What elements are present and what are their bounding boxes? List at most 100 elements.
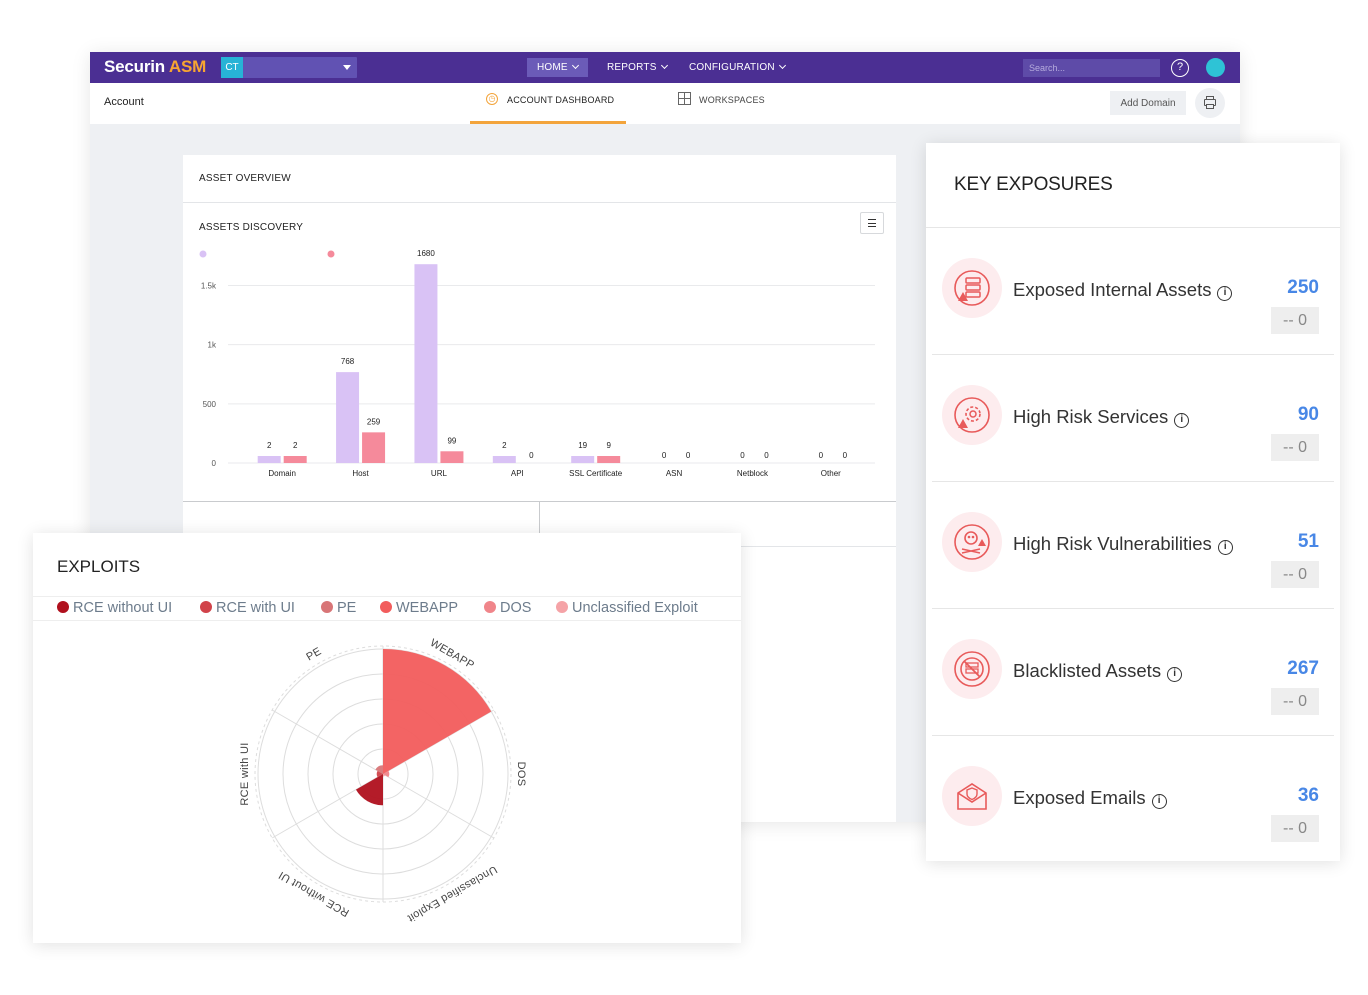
exposure-label-text: Blacklisted Assets [1013, 660, 1162, 681]
exposure-count[interactable]: 90 [1297, 404, 1319, 425]
search-input[interactable] [1023, 59, 1160, 77]
user-avatar[interactable] [1206, 58, 1225, 77]
caret-down-icon [343, 65, 351, 70]
exposed-assets-icon-svg [954, 270, 990, 306]
info-icon[interactable]: i [1217, 540, 1233, 555]
exposure-row-high-risk-vulnerabilities[interactable]: High Risk Vulnerabilities i 51 -- 0 [932, 482, 1334, 609]
grid-icon [678, 92, 691, 105]
exposure-delta: -- 0 [1271, 815, 1319, 842]
exposure-label-text: High Risk Vulnerabilities [1013, 533, 1212, 554]
nav-reports[interactable]: REPORTS [597, 58, 677, 77]
exposure-delta: -- 0 [1271, 688, 1319, 715]
info-icon[interactable]: i [1151, 794, 1167, 809]
data-label: 99 [447, 436, 456, 445]
legend-dot-series-2 [327, 250, 335, 258]
tab-account-dashboard[interactable]: ◷ ACCOUNT DASHBOARD [470, 83, 626, 124]
data-label: 2 [267, 441, 272, 450]
polar-slice-rce-without-ui [355, 774, 383, 806]
data-label: 768 [341, 357, 355, 366]
polar-axis-label: RCE without UI [277, 869, 352, 919]
bar-host [362, 432, 386, 463]
account-selector[interactable]: CT [221, 57, 357, 78]
exposure-label: High Risk Vulnerabilities i [1013, 533, 1233, 556]
exposure-count[interactable]: 250 [1287, 277, 1319, 298]
risk-services-icon-svg [954, 397, 990, 433]
polar-slice-pe [375, 765, 383, 774]
exposure-row-exposed-emails[interactable]: Exposed Emails i 36 -- 0 [932, 736, 1334, 863]
nav-configuration[interactable]: CONFIGURATION [679, 58, 795, 77]
legend-dot [57, 601, 69, 613]
tab-label: WORKSPACES [699, 95, 765, 105]
data-label: 0 [529, 451, 534, 460]
polar-slice-rce-with-ui [376, 770, 383, 778]
exposure-label: Exposed Internal Assets i [1013, 279, 1233, 302]
legend-dot-series-1 [199, 250, 207, 258]
bar-domain [257, 456, 281, 463]
legend-item-webapp[interactable]: WEBAPP [380, 600, 458, 616]
exploits-card: EXPLOITS RCE without UI RCE with UI PE W… [33, 533, 741, 943]
blacklist-icon [942, 639, 1002, 699]
exposure-label-text: Exposed Internal Assets [1013, 279, 1212, 300]
polar-spoke [271, 773, 384, 839]
divider [33, 596, 741, 597]
vulnerability-icon-svg [954, 524, 990, 560]
legend-label: DOS [500, 600, 532, 616]
legend-label: RCE with UI [216, 600, 295, 616]
exposure-row-high-risk-services[interactable]: High Risk Services i 90 -- 0 [932, 355, 1334, 482]
menu-icon-line [868, 222, 876, 224]
divider [539, 502, 540, 542]
exposure-count[interactable]: 51 [1297, 531, 1319, 552]
info-icon[interactable]: i [1174, 413, 1190, 428]
exposure-delta: -- 0 [1271, 561, 1319, 588]
chevron-down-icon [571, 61, 579, 70]
polar-spoke [271, 709, 384, 775]
printer-icon-top [1206, 96, 1214, 100]
x-tick-label: Host [352, 469, 369, 478]
data-label: 2 [293, 441, 298, 450]
info-icon[interactable]: i [1167, 667, 1183, 682]
data-label: 259 [367, 417, 381, 426]
help-icon[interactable]: ? [1171, 59, 1189, 77]
nav-home[interactable]: HOME [527, 58, 588, 77]
email-icon-svg [957, 783, 987, 810]
polar-axis-label: PE [304, 645, 323, 663]
info-icon[interactable]: i [1217, 286, 1233, 301]
exposure-count[interactable]: 36 [1297, 785, 1319, 806]
x-tick-label: Netblock [737, 469, 769, 478]
data-label: 0 [686, 451, 691, 460]
printer-icon-paper [1206, 104, 1214, 109]
sub-navbar: Account ◷ ACCOUNT DASHBOARD WORKSPACES A… [90, 83, 1240, 124]
exposure-count[interactable]: 267 [1287, 658, 1319, 679]
nav-reports-label: REPORTS [607, 62, 657, 73]
legend-item-unclassified-exploit[interactable]: Unclassified Exploit [556, 600, 698, 616]
legend-item-rce-with-ui[interactable]: RCE with UI [200, 600, 295, 616]
card-title: KEY EXPOSURES [954, 174, 1113, 195]
app-logo[interactable]: Securin ASM [104, 57, 206, 77]
legend-item-dos[interactable]: DOS [484, 600, 531, 616]
bar-ssl-certificate [571, 456, 595, 463]
vulnerability-icon [942, 512, 1002, 572]
exposure-row-blacklisted-assets[interactable]: Blacklisted Assets i 267 -- 0 [932, 609, 1334, 736]
add-domain-button[interactable]: Add Domain [1110, 91, 1186, 115]
risk-services-icon [942, 385, 1002, 445]
legend-item-pe[interactable]: PE [321, 600, 356, 616]
bar-url [414, 264, 438, 463]
print-button[interactable] [1195, 88, 1225, 118]
x-tick-label: ASN [666, 469, 683, 478]
bar-ssl-certificate [597, 456, 621, 463]
exposure-row-exposed-internal-assets[interactable]: Exposed Internal Assets i 250 -- 0 [932, 228, 1334, 355]
divider [183, 501, 896, 502]
data-label: 0 [764, 451, 769, 460]
data-label: 9 [606, 441, 611, 450]
polar-slice-unclassified-exploit [383, 774, 386, 777]
data-label: 0 [740, 451, 745, 460]
exposure-delta: -- 0 [1271, 434, 1319, 461]
nav-home-label: HOME [537, 62, 568, 73]
bar-api [492, 456, 516, 463]
breadcrumb[interactable]: Account [104, 96, 144, 108]
divider [926, 227, 1340, 228]
chart-menu-button[interactable] [860, 212, 884, 234]
data-label: 1680 [417, 249, 435, 258]
legend-item-rce-without-ui[interactable]: RCE without UI [57, 600, 172, 616]
